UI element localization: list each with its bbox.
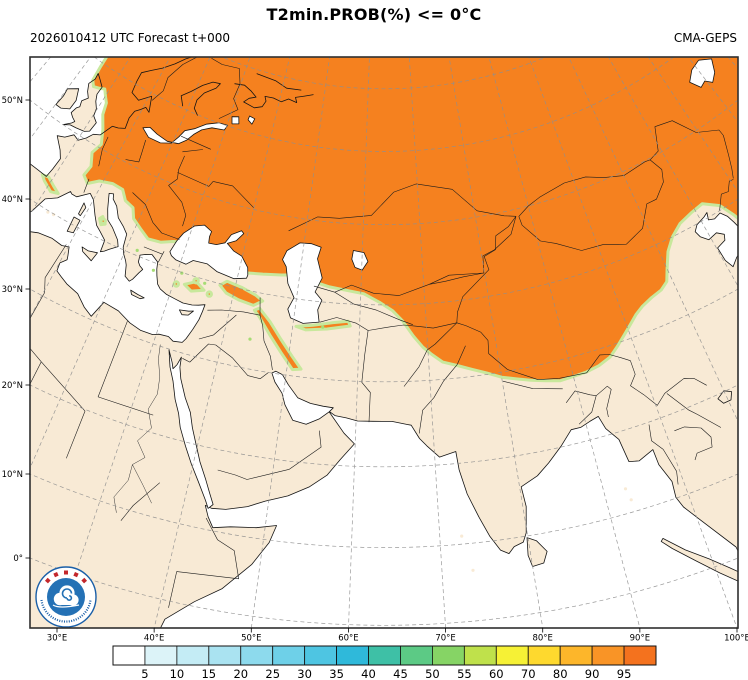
map-frame (29, 56, 739, 629)
lat-tick-label: 10°N (2, 470, 23, 480)
lon-tick-label: 60°E (338, 634, 358, 644)
colorbar-tick-label: 15 (201, 667, 216, 680)
lon-tick-label: 100°E (724, 634, 748, 644)
colorbar-tick-label: 10 (170, 667, 185, 680)
colorbar-tick-label: 20 (233, 667, 248, 680)
colorbar-cell (304, 645, 337, 666)
lon-tick-label: 40°E (144, 634, 164, 644)
lat-tick-label: 20°N (2, 381, 23, 391)
cma-logo (35, 566, 97, 628)
colorbar-cell (559, 645, 593, 666)
lon-tick-label: 50°E (241, 634, 261, 644)
colorbar-tick-label: 60 (489, 667, 504, 680)
colorbar-cell (176, 645, 210, 666)
lon-tick-label: 70°E (435, 634, 455, 644)
forecast-init-time: 2026010412 UTC Forecast t+000 (30, 31, 231, 45)
colorbar-cell (495, 645, 529, 666)
inland-seas (142, 58, 738, 509)
colorbar: 5 10 15 20 25 30 35 40 45 50 55 60 70 80 90 95 (112, 645, 657, 680)
lon-tick-label: 80°E (532, 634, 552, 644)
country-borders (30, 57, 734, 608)
colorbar-cell (591, 645, 625, 666)
colorbar-cell (527, 645, 561, 666)
colorbar-tick-label: 5 (141, 667, 148, 680)
colorbar-cell (432, 645, 465, 666)
colorbar-cell (208, 645, 242, 666)
lat-tick-label: 30°N (2, 285, 23, 295)
colorbar-tick-label: 30 (297, 667, 312, 680)
colorbar-cell (272, 645, 306, 666)
colorbar-cell (368, 645, 401, 666)
colorbar-tick-label: 90 (585, 667, 600, 680)
lat-tick-label: 40°N (2, 195, 23, 205)
colorbar-tick-label: 70 (521, 667, 536, 680)
colorbar-cell (400, 645, 433, 666)
colorbar-cell (112, 645, 146, 666)
colorbar-cell (144, 645, 178, 666)
colorbar-tick-label: 55 (457, 667, 472, 680)
colorbar-cell (623, 645, 657, 666)
lat-tick-label: 0° (13, 554, 23, 564)
colorbar-cell (463, 645, 497, 666)
lon-tick-label: 30°E (47, 634, 67, 644)
lon-tick-label: 90°E (630, 634, 650, 644)
colorbar-tick-label: 95 (617, 667, 632, 680)
colorbar-cell (336, 645, 369, 666)
colorbar-cell (240, 645, 274, 666)
colorbar-tick-label: 50 (425, 667, 440, 680)
colorbar-tick-label: 35 (329, 667, 344, 680)
axis-labels: 50°N 40°N 30°N 20°N 10°N 0° 30°E 40°E 50°E 60°E 70… (2, 96, 748, 644)
colorbar-tick-label: 40 (361, 667, 376, 680)
colorbar-tick-label: 25 (265, 667, 280, 680)
colorbar-tick-label: 45 (393, 667, 408, 680)
river-nile (113, 344, 161, 513)
colorbar-tick-label: 80 (553, 667, 568, 680)
product-title: T2min.PROB(%) <= 0°C (266, 5, 482, 24)
model-name: CMA-GEPS (673, 31, 737, 45)
lat-tick-label: 50°N (2, 96, 23, 106)
